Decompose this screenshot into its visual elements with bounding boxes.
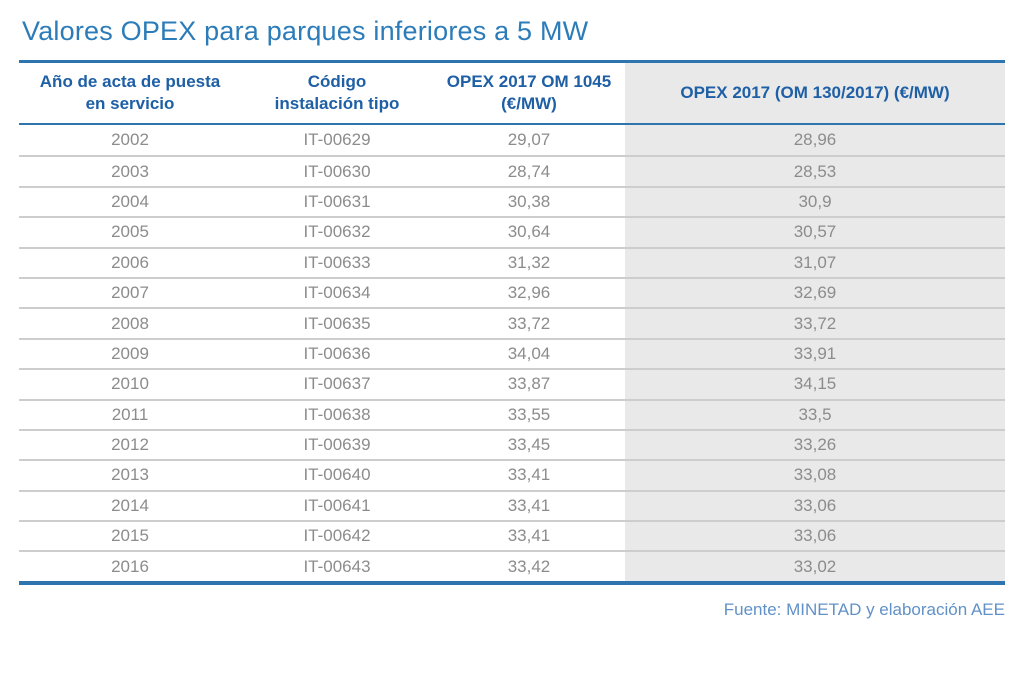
cell-opex-om130-2017: 34,15 [625,370,1005,399]
cell-installation-code: IT-00639 [303,435,371,455]
cell-opex-om130-2017: 33,06 [625,491,1005,521]
cell-year: 2011 [111,404,149,424]
cell-opex-om1045: 29,07 [507,130,551,150]
cell-installation-code: IT-00643 [303,556,371,576]
table-row: 2003 IT-00630 28,74 28,53 [19,155,1005,186]
cell-opex-om1045: 33,42 [507,556,551,576]
cell-opex-om1045: 33,55 [507,404,551,424]
cell-year: 2002 [111,130,149,150]
table-row: 2011 IT-00638 33,55 33,5 [19,398,1005,429]
cell-installation-code: IT-00640 [303,465,371,485]
cell-opex-om130-2017: 28,53 [625,157,1005,186]
cell-installation-code: IT-00638 [303,404,371,424]
cell-opex-om130-2017: 31,07 [625,248,1005,277]
cell-opex-om130-2017: 33,5 [625,400,1005,429]
cell-installation-code: IT-00633 [303,252,371,272]
cell-opex-om1045: 31,32 [507,252,551,272]
table-row: 2014 IT-00641 33,41 33,06 [19,489,1005,521]
table-row: 2005 IT-00632 30,64 30,57 [19,216,1005,247]
cell-opex-om130-2017: 33,08 [625,461,1005,490]
cell-opex-om1045: 33,41 [507,526,551,546]
cell-year: 2009 [111,343,149,363]
table-row: 2008 IT-00635 33,72 33,72 [19,307,1005,338]
cell-opex-om130-2017: 30,9 [625,187,1005,217]
cell-opex-om1045: 33,72 [507,313,551,333]
cell-year: 2012 [111,435,149,455]
opex-table: Año de acta de puesta en servicio Código… [19,60,1005,585]
cell-installation-code: IT-00630 [303,161,371,181]
table-row: 2002 IT-00629 29,07 28,96 [19,125,1005,156]
cell-installation-code: IT-00636 [303,343,371,363]
cell-opex-om130-2017: 30,57 [625,218,1005,247]
cell-installation-code: IT-00629 [303,130,371,150]
table-row: 2010 IT-00637 33,87 34,15 [19,368,1005,399]
cell-installation-code: IT-00634 [303,283,371,303]
cell-installation-code: IT-00641 [303,495,371,515]
cell-opex-om1045: 34,04 [507,343,551,363]
cell-opex-om130-2017: 28,96 [625,125,1005,156]
table-row: 2013 IT-00640 33,41 33,08 [19,459,1005,490]
cell-opex-om130-2017: 33,72 [625,309,1005,338]
cell-year: 2007 [111,283,149,303]
cell-opex-om130-2017: 33,06 [625,522,1005,551]
table-row: 2006 IT-00633 31,32 31,07 [19,246,1005,277]
cell-installation-code: IT-00637 [303,374,371,394]
cell-opex-om130-2017: 33,02 [625,552,1005,581]
cell-opex-om130-2017: 33,91 [625,339,1005,369]
table-row: 2012 IT-00639 33,45 33,26 [19,428,1005,460]
cell-installation-code: IT-00632 [303,222,371,242]
cell-opex-om1045: 28,74 [507,161,551,181]
cell-opex-om1045: 33,87 [507,374,551,394]
cell-opex-om1045: 33,45 [507,435,551,455]
table-row: 2015 IT-00642 33,41 33,06 [19,520,1005,551]
cell-opex-om1045: 33,41 [507,465,551,485]
table-row: 2016 IT-00643 33,42 33,02 [19,550,1005,581]
cell-year: 2003 [111,161,149,181]
col-header-opex-om130-2017: OPEX 2017 (OM 130/2017) (€/MW) [625,63,1005,123]
cell-year: 2015 [111,526,149,546]
page: Valores OPEX para parques inferiores a 5… [0,15,1024,620]
cell-year: 2013 [111,465,149,485]
cell-year: 2005 [111,222,149,242]
cell-year: 2008 [111,313,149,333]
col-header-year: Año de acta de puesta en servicio [39,71,221,113]
source-note: Fuente: MINETAD y elaboración AEE [723,599,1005,619]
cell-year: 2014 [111,495,149,515]
cell-opex-om130-2017: 32,69 [625,278,1005,308]
cell-installation-code: IT-00635 [303,313,371,333]
cell-opex-om1045: 33,41 [507,495,551,515]
col-header-opex-om1045: OPEX 2017 OM 1045 (€/MW) [446,71,612,113]
cell-opex-om1045: 30,38 [507,191,551,211]
cell-year: 2004 [111,191,149,211]
cell-year: 2016 [111,556,149,576]
cell-year: 2006 [111,252,149,272]
col-header-installation-code: Código instalación tipo [274,71,400,113]
table-row: 2007 IT-00634 32,96 32,69 [19,276,1005,308]
cell-installation-code: IT-00642 [303,526,371,546]
cell-opex-om1045: 32,96 [507,283,551,303]
table-row: 2004 IT-00631 30,38 30,9 [19,185,1005,217]
cell-opex-om1045: 30,64 [507,222,551,242]
table-body: 2002 IT-00629 29,07 28,96 2003 IT-00630 … [19,125,1005,581]
cell-year: 2010 [111,374,149,394]
cell-opex-om130-2017: 33,26 [625,430,1005,460]
page-title: Valores OPEX para parques inferiores a 5… [22,16,589,46]
cell-installation-code: IT-00631 [303,191,371,211]
table-row: 2009 IT-00636 34,04 33,91 [19,337,1005,369]
table-header-row: Año de acta de puesta en servicio Código… [19,63,1005,125]
